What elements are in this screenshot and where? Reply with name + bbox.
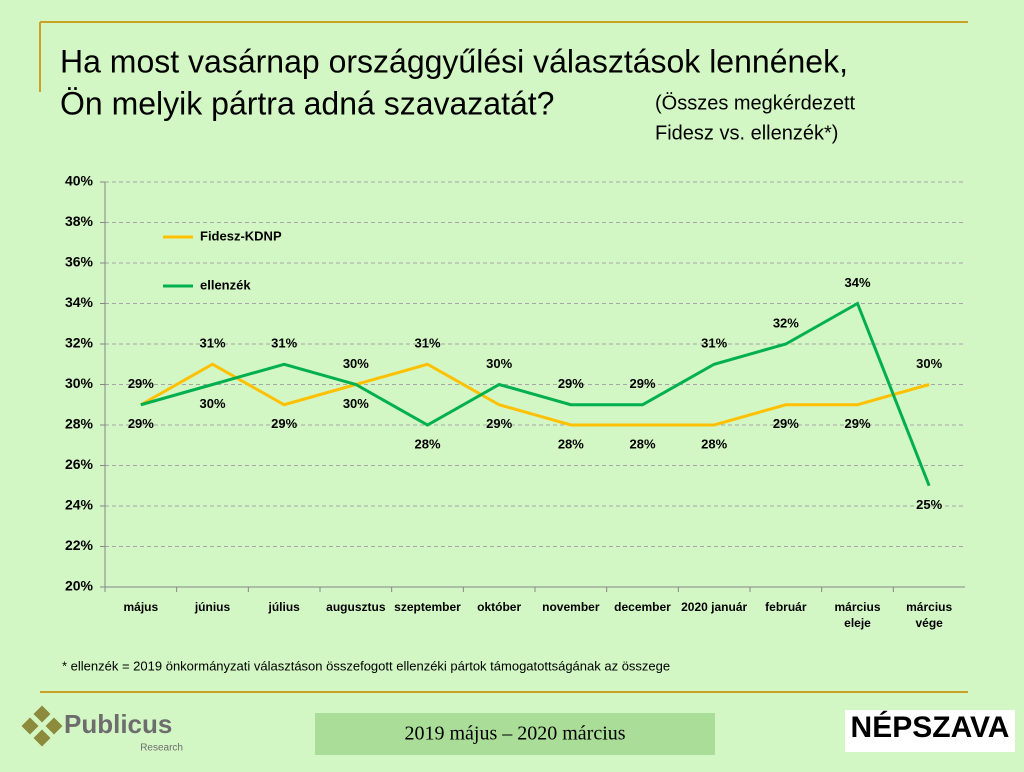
data-label: 31% — [199, 336, 225, 351]
x-tick-label: február — [765, 600, 807, 614]
x-tick-label: március eleje — [834, 600, 881, 630]
data-label: 30% — [343, 356, 369, 371]
brand-sub: Research — [140, 743, 183, 754]
data-label: 28% — [701, 436, 727, 451]
data-label: 28% — [558, 436, 584, 451]
x-tick-label: március vége — [906, 600, 953, 630]
legend-label: Fidesz-KDNP — [200, 228, 282, 243]
data-label: 31% — [701, 336, 727, 351]
data-label: 29% — [773, 416, 799, 431]
period-box — [315, 713, 715, 755]
data-label: 29% — [844, 416, 870, 431]
newspaper: NÉPSZAVA — [851, 710, 1010, 744]
data-label: 29% — [271, 416, 297, 431]
publicus-logo — [21, 705, 63, 747]
series-line — [140, 362, 930, 427]
newspaper-box — [845, 710, 1015, 752]
y-tick-label: 36% — [65, 254, 94, 270]
series-line — [140, 301, 931, 487]
data-label: 30% — [916, 356, 942, 371]
data-label: 31% — [414, 336, 440, 351]
y-tick-label: 34% — [65, 294, 94, 310]
data-label: 28% — [414, 436, 440, 451]
data-label: 32% — [773, 315, 799, 330]
data-label: 30% — [486, 356, 512, 371]
data-label: 28% — [629, 436, 655, 451]
chart-title: Ön melyik pártra adná szavazatát? — [60, 85, 554, 121]
x-tick-label: október — [477, 600, 522, 614]
x-tick-label: július — [268, 600, 300, 614]
x-tick-label: június — [194, 600, 231, 614]
x-tick-label: szeptember — [394, 600, 461, 614]
y-tick-label: 26% — [65, 456, 94, 472]
y-tick-label: 30% — [65, 375, 94, 391]
x-tick-label: november — [542, 600, 600, 614]
y-tick-label: 38% — [65, 213, 94, 229]
data-label: 25% — [916, 497, 942, 512]
data-label: 30% — [343, 396, 369, 411]
footnote: * ellenzék = 2019 önkormányzati választá… — [62, 658, 670, 673]
chart-subtitle: Fidesz vs. ellenzék*) — [655, 122, 838, 144]
x-tick-label: augusztus — [326, 600, 386, 614]
x-tick-label: május — [123, 600, 159, 614]
y-tick-label: 24% — [65, 497, 94, 513]
data-label: 29% — [486, 416, 512, 431]
data-label: 31% — [271, 336, 297, 351]
chart-title: Ha most vasárnap országgyűlési választás… — [60, 43, 848, 79]
y-tick-label: 22% — [65, 537, 94, 553]
data-label: 29% — [128, 376, 154, 391]
data-label: 29% — [629, 376, 655, 391]
period: 2019 május – 2020 március — [404, 723, 625, 745]
data-label: 29% — [128, 416, 154, 431]
brand: Publicus — [64, 709, 172, 739]
y-tick-label: 40% — [65, 173, 94, 189]
x-tick-label: 2020 január — [681, 600, 748, 614]
x-tick-label: december — [614, 600, 671, 614]
chart-subtitle: (Összes megkérdezett — [655, 92, 856, 114]
y-tick-label: 28% — [65, 416, 94, 432]
y-tick-label: 32% — [65, 335, 94, 351]
legend-label: ellenzék — [200, 277, 251, 292]
data-label: 29% — [558, 376, 584, 391]
data-label: 34% — [844, 275, 870, 290]
data-label: 30% — [199, 396, 225, 411]
y-tick-label: 20% — [65, 578, 94, 594]
